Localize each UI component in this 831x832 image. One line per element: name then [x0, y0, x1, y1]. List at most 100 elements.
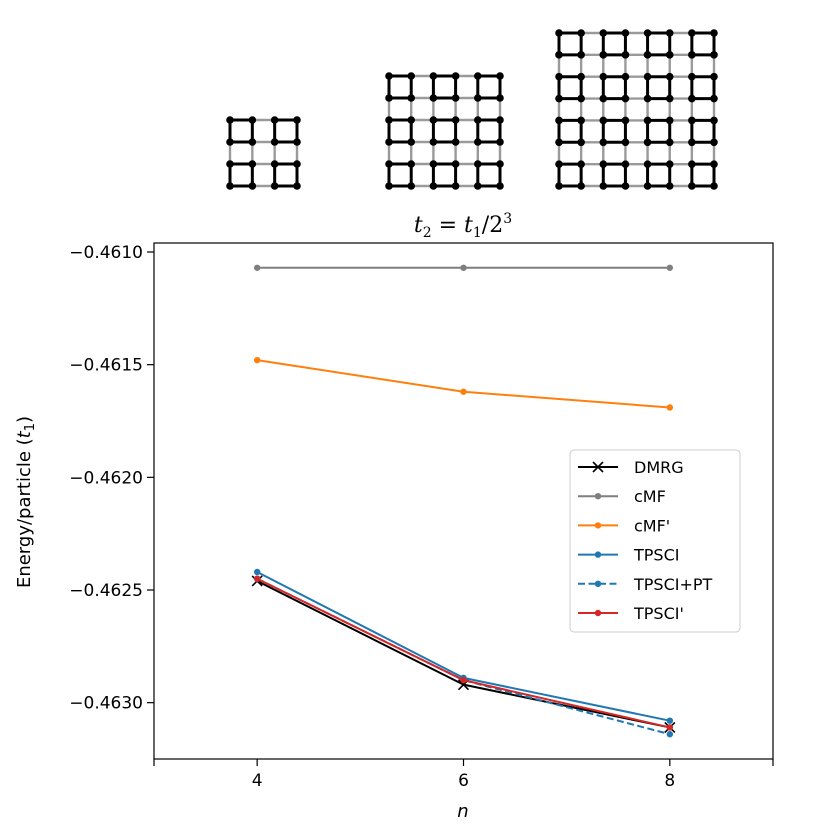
y-tick-label: −0.4620 [69, 468, 143, 488]
data-point-tpsci [460, 676, 467, 684]
lattice-site [710, 116, 718, 125]
lattice-n-6 [385, 72, 504, 190]
legend-marker-tpsci [594, 551, 602, 558]
lattice-site [643, 51, 652, 59]
lattice-site [621, 29, 630, 37]
lattice-site [451, 182, 460, 190]
lattice-site [555, 160, 563, 168]
title-rhs-var: t [464, 213, 473, 238]
lattice-site [429, 94, 438, 102]
lattice-site [555, 116, 563, 125]
y-axis-label-text: Energy/particle ( [14, 438, 35, 588]
lattice-site [496, 182, 504, 190]
lattice-site [451, 72, 460, 80]
lattice-site [643, 182, 652, 190]
lattice-site [599, 29, 608, 37]
lattice-site [621, 182, 630, 190]
plot-area [153, 242, 774, 760]
lattice-site [665, 72, 674, 81]
y-axis-label-var: t [14, 430, 35, 438]
lattice-site [385, 72, 393, 80]
lattice-site [555, 138, 563, 147]
lattice-site [248, 138, 257, 146]
lattice-site [688, 29, 696, 37]
lattice-site [474, 182, 482, 190]
lattice-site [407, 182, 416, 190]
legend-item-tpsci: TPSCI [578, 546, 679, 565]
legend-marker-cmf [594, 493, 602, 500]
x-tick-label: 8 [664, 771, 675, 791]
lattice-site [429, 138, 438, 146]
lattice-site [555, 72, 563, 81]
lattice-site [577, 138, 585, 147]
lattice-site [621, 116, 630, 125]
lattice-site [688, 94, 696, 103]
lattice-site [710, 182, 718, 190]
lattice-site [577, 182, 585, 190]
lattice-site [226, 138, 234, 146]
lattice-site [643, 94, 652, 103]
lattice-site [688, 51, 696, 59]
lattice-site [665, 29, 674, 37]
lattice-site [710, 29, 718, 37]
lattice-site [599, 51, 608, 59]
lattice-site [407, 94, 416, 102]
lattice-site [248, 116, 257, 124]
y-tick-label: −0.4630 [69, 694, 143, 714]
lattice-site [643, 116, 652, 125]
x-axis: 4 6 8 [153, 759, 774, 791]
chart-title: t2 = t1/23 [414, 211, 512, 241]
lattice-site [451, 94, 460, 102]
lattice-site [248, 160, 257, 168]
lattice-site [226, 182, 234, 190]
lattice-site [496, 72, 504, 80]
series-cmf [253, 356, 674, 411]
series-cmf [253, 264, 674, 271]
lattice-site [496, 116, 504, 124]
lattice-site [474, 94, 482, 102]
lattice-site [665, 51, 674, 59]
lattice-site [474, 138, 482, 146]
y-axis-label: Energy/particle (t1) [14, 416, 38, 588]
title-equals: = [432, 213, 464, 238]
y-tick-label: −0.4625 [69, 581, 143, 601]
lattice-site [643, 160, 652, 168]
x-tick-label: 6 [458, 771, 469, 791]
lattice-site [621, 94, 630, 103]
lattice-site [407, 138, 416, 146]
data-point-tpsci [666, 724, 674, 731]
legend-label-cmf: cMF [634, 487, 666, 506]
title-lhs-var: t [414, 213, 423, 238]
lattice-site [577, 94, 585, 103]
lattice-site [226, 160, 234, 168]
lattice-site [407, 116, 416, 124]
lattice-site [429, 182, 438, 190]
data-point-cmf [666, 264, 674, 271]
lattice-site [665, 182, 674, 190]
data-point-cmf [253, 264, 261, 271]
lattice-site [496, 160, 504, 168]
lattice-site [293, 160, 301, 168]
lattice-site [643, 138, 652, 147]
lattice-site [665, 160, 674, 168]
lattice-site [474, 116, 482, 124]
y-axis-label-sub: 1 [23, 423, 38, 431]
legend-marker-cmf [594, 522, 602, 529]
lattice-site [474, 72, 482, 80]
legend-marker-tpsci-pt [594, 580, 602, 587]
legend: DMRG cMF cMF' TPSCI TPSCI+PT TPSCI' [569, 449, 741, 633]
lattice-site [293, 138, 301, 146]
lattice-site [710, 51, 718, 59]
lattice-n-8 [555, 29, 718, 190]
y-axis: −0.4610 −0.4615 −0.4620 −0.4625 −0.4630 [69, 243, 154, 714]
legend-item-tpsci-pt: TPSCI+PT [578, 575, 713, 594]
lattice-site [710, 94, 718, 103]
lattice-site [710, 138, 718, 147]
lattice-site [226, 116, 234, 124]
lattice-site [451, 116, 460, 124]
lattice-site [555, 29, 563, 37]
lattice-site [270, 160, 279, 168]
lattice-site [577, 51, 585, 59]
legend-label-tpsci: TPSCI [633, 546, 679, 565]
